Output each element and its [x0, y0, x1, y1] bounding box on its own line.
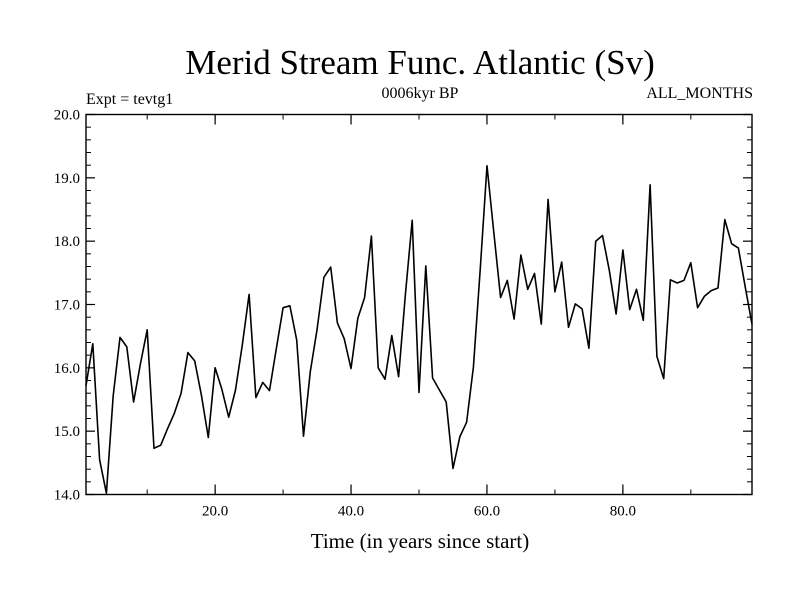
- y-tick-label: 16.0: [54, 361, 80, 377]
- y-tick-label: 14.0: [54, 488, 80, 504]
- y-tick-label: 20.0: [54, 108, 80, 124]
- x-axis-label: Time (in years since start): [311, 529, 530, 553]
- x-tick-label: 60.0: [474, 504, 500, 520]
- y-axis: 14.0 15.0 16.0 17.0 18.0 19.0 20.0: [54, 108, 752, 504]
- x-axis: 20.0 40.0 60.0 80.0: [146, 114, 692, 520]
- experiment-label: Expt = tevtg1: [86, 91, 173, 108]
- chart-title: Merid Stream Func. Atlantic (Sv): [185, 43, 655, 82]
- x-tick-label: 40.0: [338, 504, 364, 520]
- period-label: 0006kyr BP: [382, 85, 459, 102]
- y-tick-label: 18.0: [54, 234, 80, 250]
- months-label: ALL_MONTHS: [646, 85, 753, 102]
- x-tick-label: 80.0: [610, 504, 636, 520]
- y-tick-label: 19.0: [54, 171, 80, 187]
- plot-frame: [85, 113, 753, 496]
- y-tick-label: 17.0: [54, 298, 80, 314]
- series-line: [85, 165, 753, 495]
- y-tick-label: 15.0: [54, 424, 80, 440]
- x-tick-label: 20.0: [202, 504, 228, 520]
